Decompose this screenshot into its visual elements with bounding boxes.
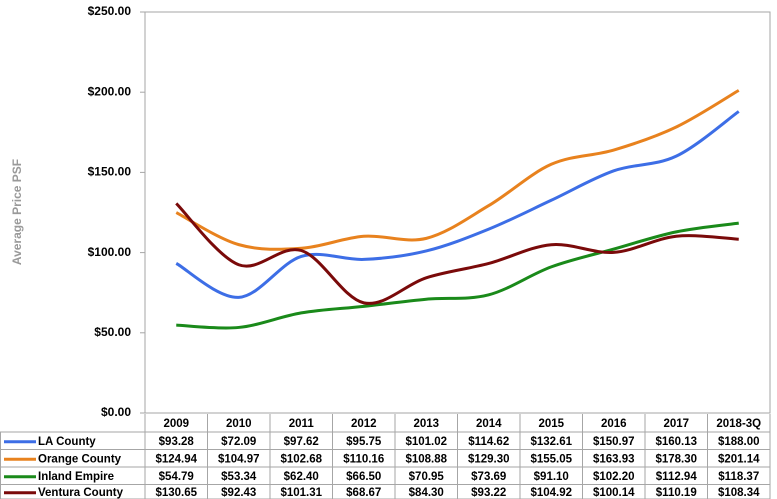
table-value: $91.10 [534, 471, 569, 483]
table-value: $70.95 [409, 471, 445, 483]
table-value: $130.65 [155, 487, 197, 499]
x-tick-label: 2009 [163, 418, 189, 430]
legend-label: Orange County [38, 453, 122, 465]
table-value: $132.61 [530, 436, 572, 448]
table-value: $97.62 [284, 436, 319, 448]
table-value: $163.93 [593, 453, 635, 465]
table-value: $160.13 [655, 436, 697, 448]
y-tick-label: $0.00 [101, 405, 131, 419]
table-value: $129.30 [468, 453, 510, 465]
x-tick-label: 2017 [663, 418, 689, 430]
x-tick-label: 2010 [226, 418, 252, 430]
table-value: $95.75 [346, 436, 382, 448]
table-value: $110.16 [343, 453, 384, 465]
x-tick-label: 2014 [476, 418, 502, 430]
table-value: $68.67 [346, 487, 381, 499]
table-value: $104.97 [218, 453, 260, 465]
table-value: $72.09 [221, 436, 256, 448]
x-tick-label: 2015 [538, 418, 564, 430]
table-value: $201.14 [718, 453, 760, 465]
legend-label: Inland Empire [38, 471, 114, 483]
table-value: $93.28 [159, 436, 195, 448]
table-value: $188.00 [718, 436, 760, 448]
legend-label: Ventura County [38, 487, 124, 499]
y-tick-label: $250.00 [88, 4, 132, 18]
x-tick-label: 2011 [289, 418, 315, 430]
table-value: $155.05 [530, 453, 572, 465]
table-value: $150.97 [593, 436, 635, 448]
table-value: $112.94 [656, 471, 698, 483]
legend-label: LA County [38, 436, 96, 448]
table-value: $73.69 [471, 471, 506, 483]
y-tick-label: $100.00 [88, 245, 132, 259]
y-tick-label: $50.00 [94, 325, 131, 339]
table-value: $102.68 [280, 453, 322, 465]
table-value: $108.34 [718, 487, 760, 499]
table-value: $124.94 [155, 453, 197, 465]
table-value: $62.40 [284, 471, 319, 483]
table-value: $84.30 [409, 487, 444, 499]
x-tick-label: 2018-3Q [716, 418, 761, 430]
series-line [175, 89, 740, 251]
table-value: $101.02 [405, 436, 447, 448]
series-line [175, 110, 740, 299]
x-tick-label: 2012 [351, 418, 377, 430]
series-line [175, 202, 739, 305]
table-value: $102.20 [593, 471, 635, 483]
table-value: $118.37 [718, 471, 759, 483]
plot-frame [144, 11, 771, 414]
table-value: $104.92 [530, 487, 572, 499]
table-value: $101.31 [280, 487, 322, 499]
table-value: $110.19 [656, 487, 697, 499]
series-line [176, 221, 739, 330]
table-value: $66.50 [346, 471, 381, 483]
table-value: $114.62 [468, 436, 509, 448]
table-value: $54.79 [159, 471, 194, 483]
table-value: $53.34 [221, 471, 257, 483]
x-tick-label: 2013 [413, 418, 439, 430]
y-tick-label: $150.00 [88, 165, 132, 179]
table-value: $108.88 [405, 453, 447, 465]
x-tick-label: 2016 [601, 418, 627, 430]
table-value: $178.30 [655, 453, 697, 465]
table-value: $93.22 [471, 487, 506, 499]
table-value: $92.43 [221, 487, 256, 499]
table-value: $100.14 [593, 487, 635, 499]
y-axis-label: Average Price PSF [10, 159, 24, 265]
y-tick-label: $200.00 [88, 84, 132, 98]
